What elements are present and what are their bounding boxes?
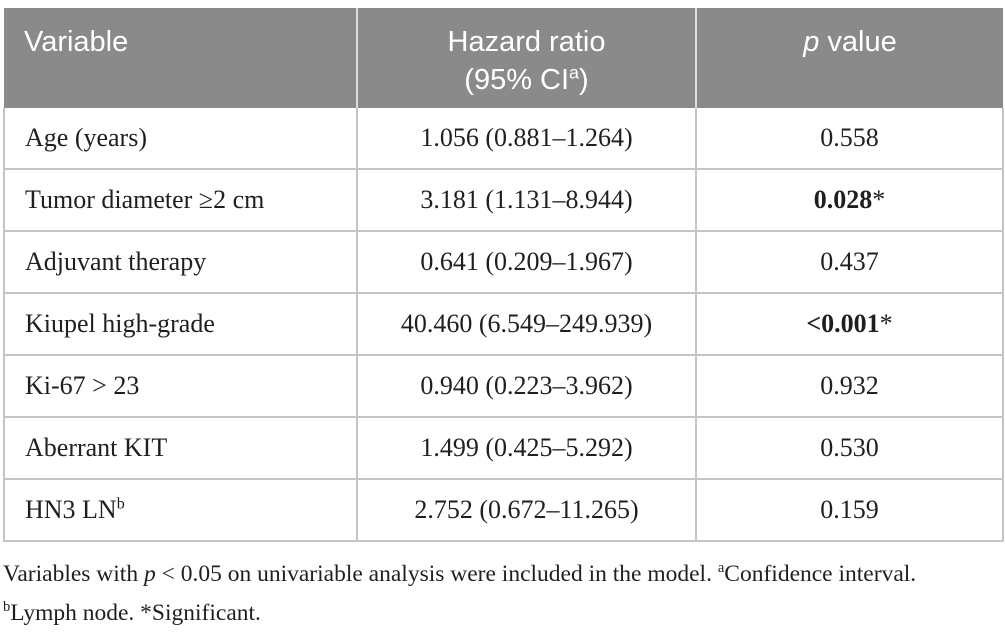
hazard-ratio-label-line2: (95% CIa): [464, 62, 589, 97]
footnote-superscript-a: a: [717, 560, 725, 577]
footnote-text: Lymph: [10, 600, 77, 627]
table-row-tumor-diameter: Tumor diameter ≥2 cm 3.181 (1.131–8.944)…: [3, 169, 1004, 232]
cell-variable: Adjuvant therapy: [3, 231, 357, 294]
variable-text: Tumor diameter ≥2 cm: [25, 185, 265, 214]
cell-hazard-ratio: 1.499 (0.425–5.292): [356, 417, 697, 480]
variable-text: Aberrant KIT: [25, 433, 168, 462]
cell-p-value: 0.159: [696, 479, 1004, 542]
p-value-label-rest: value: [819, 26, 897, 58]
variable-text: Ki-67 > 23: [25, 371, 140, 400]
cell-variable: HN3 LNb: [3, 479, 357, 542]
table-row-age: Age (years) 1.056 (0.881–1.264) 0.558: [3, 108, 1004, 170]
p-value-text: 0.558: [820, 123, 879, 152]
cell-p-value: 0.558: [696, 108, 1004, 170]
footnote-text: < 0.05 on univariable analysis were incl…: [155, 561, 718, 587]
hazard-ratio-label-line1: Hazard ratio: [447, 26, 606, 58]
significance-star: *: [879, 309, 893, 338]
cell-variable: Tumor diameter ≥2 cm: [3, 169, 357, 232]
ci-superscript-a: a: [569, 62, 580, 83]
table-row-ki67: Ki-67 > 23 0.940 (0.223–3.962) 0.932: [3, 355, 1004, 418]
cell-p-value: 0.530: [696, 417, 1004, 480]
cell-hazard-ratio: 0.940 (0.223–3.962): [356, 355, 697, 418]
p-value-text: 0.932: [820, 371, 879, 400]
table-row-aberrant-kit: Aberrant KIT 1.499 (0.425–5.292) 0.530: [3, 417, 1004, 480]
cell-p-value: <0.001*: [696, 293, 1004, 356]
p-value-text: 0.028: [813, 185, 873, 214]
cell-hazard-ratio: 40.460 (6.549–249.939): [356, 293, 697, 356]
cell-p-value: 0.028*: [696, 169, 1004, 232]
footnote-p-italic: p: [143, 561, 156, 587]
ci-label-close: ): [579, 64, 589, 97]
footnote-text: Confidence: [724, 561, 833, 587]
p-value-text: 0.437: [820, 247, 879, 276]
cell-hazard-ratio: 0.641 (0.209–1.967): [356, 231, 697, 294]
footnote-superscript-b: b: [3, 599, 11, 616]
multivariable-analysis-table: Variable Hazard ratio (95% CIa) p value …: [3, 8, 1004, 542]
variable-text: Adjuvant therapy: [25, 247, 207, 276]
variable-text: HN3 LN: [25, 495, 117, 524]
cell-variable: Age (years): [3, 108, 357, 170]
column-header-p-value: p value: [696, 8, 1003, 108]
p-italic: p: [803, 26, 820, 58]
cell-hazard-ratio: 1.056 (0.881–1.264): [356, 108, 697, 170]
cell-variable: Ki-67 > 23: [3, 355, 357, 418]
cell-hazard-ratio: 2.752 (0.672–11.265): [356, 479, 697, 542]
footnote-confidence-ref: aConfidence: [718, 561, 833, 587]
footnote-text: Variables with: [3, 561, 144, 587]
p-value-text: 0.159: [820, 495, 879, 524]
table-row-hn3-ln: HN3 LNb 2.752 (0.672–11.265) 0.159: [3, 479, 1004, 542]
footnote-text: node. *Significant.: [76, 600, 261, 627]
cell-hazard-ratio: 3.181 (1.131–8.944): [356, 169, 697, 232]
p-value-text: <0.001: [806, 309, 880, 338]
table-row-adjuvant-therapy: Adjuvant therapy 0.641 (0.209–1.967) 0.4…: [3, 231, 1004, 294]
p-value-text: 0.530: [820, 433, 879, 462]
column-header-hazard-ratio: Hazard ratio (95% CIa): [357, 8, 697, 108]
variable-text: Age (years): [25, 123, 147, 152]
footnote-text: interval.: [832, 561, 917, 587]
table-row-kiupel-grade: Kiupel high-grade 40.460 (6.549–249.939)…: [3, 293, 1004, 356]
cell-variable: Aberrant KIT: [3, 417, 357, 480]
variable-text: Kiupel high-grade: [25, 309, 215, 338]
cell-variable: Kiupel high-grade: [3, 293, 357, 356]
cell-p-value: 0.932: [696, 355, 1004, 418]
table-footnote: Variables with p < 0.05 on univariable a…: [3, 555, 961, 634]
column-header-variable: Variable: [4, 8, 358, 108]
variable-superscript: b: [116, 495, 125, 513]
footnote-lymph-ref: bLymph: [3, 600, 77, 626]
significance-star: *: [872, 185, 886, 214]
ci-label: (95% CI: [464, 64, 570, 97]
column-header-variable-label: Variable: [24, 26, 129, 58]
table-header-row: Variable Hazard ratio (95% CIa) p value: [4, 8, 1003, 108]
cell-p-value: 0.437: [696, 231, 1004, 294]
